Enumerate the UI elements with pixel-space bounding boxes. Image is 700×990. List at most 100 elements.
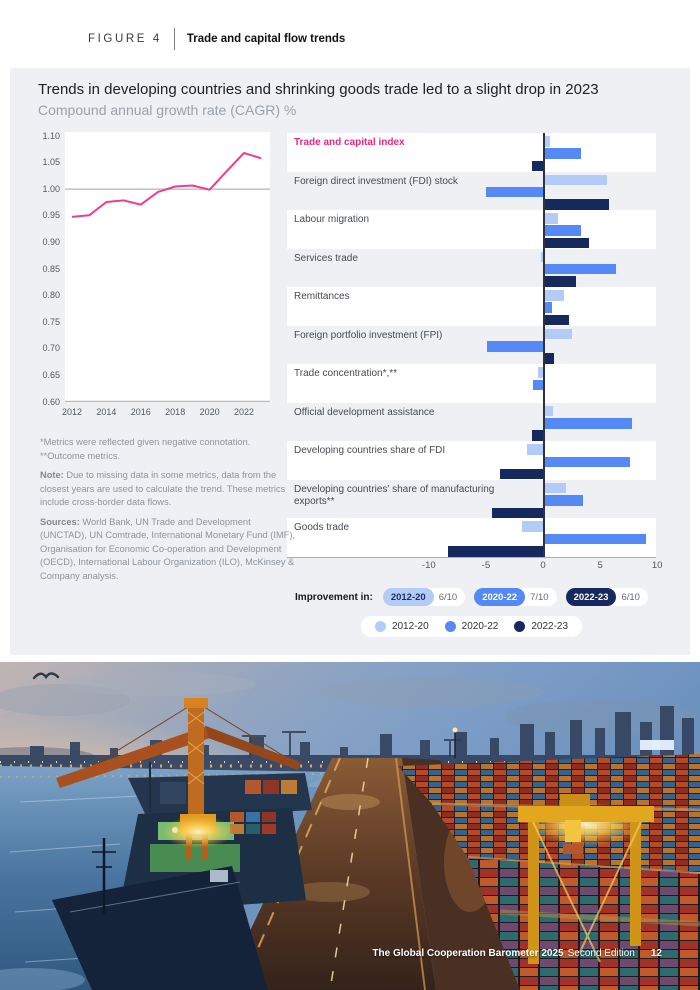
bar-category-label: Developing countries share of FDI xyxy=(294,445,446,457)
bar-category-label: Labour migration xyxy=(294,214,370,226)
score-label: 6/10 xyxy=(438,591,458,603)
port-photo-art xyxy=(0,662,700,990)
port-photo: The Global Cooperation Barometer 2025 Sec… xyxy=(0,662,700,990)
score-label: 7/10 xyxy=(530,591,549,603)
bar-2020-22 xyxy=(532,379,543,391)
x-axis-tick: 2018 xyxy=(165,407,186,417)
y-axis-tick: 0.60 xyxy=(42,396,60,407)
bar-2022-23 xyxy=(531,160,543,172)
period-pill: 2020-22 xyxy=(474,588,526,606)
bar-x-axis-tick: -10 xyxy=(421,560,436,571)
chart-title: Trends in developing countries and shrin… xyxy=(38,81,599,98)
bar-x-axis-tick: -5 xyxy=(481,560,491,571)
bar-2020-22 xyxy=(485,186,543,198)
footer-edition: Second Edition xyxy=(567,948,635,959)
bar-2012-20 xyxy=(543,328,572,340)
bar-2012-20 xyxy=(527,444,543,455)
improvement-badges: 2012-20 6/10 2020-22 7/10 2022-23 6/10 xyxy=(382,588,648,606)
figure-label: FIGURE 4 xyxy=(88,33,162,45)
y-axis-tick: 1.10 xyxy=(42,130,60,141)
bar-2020-22 xyxy=(543,148,581,159)
y-axis-tick: 0.85 xyxy=(42,263,60,274)
x-axis-tick: 2014 xyxy=(96,407,117,417)
bar-row: Trade concentration*,** xyxy=(287,364,656,403)
figure-header: FIGURE 4 Trade and capital flow trends xyxy=(88,28,345,50)
legend-item: 2020-22 xyxy=(444,621,498,632)
distant-cranes xyxy=(242,731,462,758)
footnote-sources: Sources: World Bank, UN Trade and Develo… xyxy=(40,516,296,581)
bar-2022-23 xyxy=(543,276,577,287)
bar-rows: Trade and capital index Foreign direct in… xyxy=(287,133,656,558)
footnote-reflected: *Metrics were reflected given negative c… xyxy=(40,437,251,461)
legend-row: 2012-20 2020-22 2022-23 xyxy=(287,616,656,637)
y-axis-tick: 0.65 xyxy=(42,369,60,380)
bar-2020-22 xyxy=(543,533,646,545)
legend-dot-icon xyxy=(514,621,526,632)
page-footer: The Global Cooperation Barometer 2025 Sec… xyxy=(372,948,662,959)
bar-2020-22 xyxy=(543,302,553,313)
bar-row: Official development assistance xyxy=(287,403,656,442)
gantry-crane-right xyxy=(518,794,654,964)
legend-label: 2022-23 xyxy=(531,621,569,632)
bar-2012-20 xyxy=(543,482,566,494)
bar-row: Foreign portfolio investment (FPI) xyxy=(287,326,656,365)
bar-category-label: Official development assistance xyxy=(294,406,435,418)
bar-category-label: Remittances xyxy=(294,291,350,303)
bird-silhouette xyxy=(32,672,60,680)
improvement-label: Improvement in: xyxy=(295,591,373,603)
bar-row: Services trade xyxy=(287,249,656,288)
header-divider xyxy=(173,28,175,50)
line-chart-plot xyxy=(65,132,270,403)
zero-axis-line xyxy=(543,133,545,557)
bar-2020-22 xyxy=(543,225,581,236)
bar-2012-20 xyxy=(543,213,558,224)
bar-category-label: Trade concentration*,** xyxy=(294,368,398,380)
y-axis-tick: 0.75 xyxy=(42,316,60,327)
bar-2022-23 xyxy=(531,430,543,441)
bar-axis-line xyxy=(287,556,656,558)
bar-category-label: Services trade xyxy=(294,252,358,264)
bar-2012-20 xyxy=(543,174,607,186)
bar-2022-23 xyxy=(543,314,570,326)
bar-2020-22 xyxy=(543,495,583,506)
bar-row: Developing countries' share of manufactu… xyxy=(287,480,656,519)
bar-x-axis-tick: 0 xyxy=(540,560,546,571)
y-axis-tick: 0.80 xyxy=(42,290,60,301)
cargo-ships xyxy=(52,762,312,990)
line-plot-svg xyxy=(65,152,270,403)
bar-2012-20 xyxy=(543,405,554,417)
figure-card: Trends in developing countries and shrin… xyxy=(10,68,690,655)
bar-category-label: Developing countries' share of manufactu… xyxy=(294,483,495,507)
bar-2012-20 xyxy=(543,136,550,147)
legend-label: 2012-20 xyxy=(391,621,429,632)
improvement-badge: 2020-22 7/10 xyxy=(474,588,557,606)
bar-2012-20 xyxy=(538,367,543,378)
bar-row: Goods trade xyxy=(287,518,656,558)
gantry-crane-left xyxy=(56,698,301,860)
footer-report-title: The Global Cooperation Barometer 2025 xyxy=(372,948,564,959)
legend-dot-icon xyxy=(444,621,456,632)
bar-row: Trade and capital index xyxy=(287,133,656,172)
period-pill: 2022-23 xyxy=(565,588,617,606)
improvement-badge: 2012-20 6/10 xyxy=(382,588,466,606)
footer-page-number: 12 xyxy=(650,948,662,959)
bar-2020-22 xyxy=(487,341,543,352)
y-axis-tick: 1.05 xyxy=(42,157,60,168)
bar-2020-22 xyxy=(543,263,617,275)
x-axis-tick: 2016 xyxy=(130,407,151,417)
bar-2020-22 xyxy=(543,456,630,468)
bar-2022-23 xyxy=(491,507,543,519)
y-axis-tick: 0.70 xyxy=(42,343,60,354)
bar-x-axis-tick: 5 xyxy=(597,560,603,571)
bar-row: Foreign direct investment (FDI) stock xyxy=(287,172,656,211)
legend-item: 2022-23 xyxy=(514,621,568,632)
period-pill: 2012-20 xyxy=(382,588,434,606)
quay-road xyxy=(222,758,436,990)
chart-subtitle: Compound annual growth rate (CAGR) % xyxy=(38,102,297,118)
bar-2022-23 xyxy=(543,237,589,249)
bar-x-axis-tick: 10 xyxy=(651,560,663,571)
bar-2012-20 xyxy=(522,521,543,532)
bar-category-label: Goods trade xyxy=(294,522,350,534)
figure-title: Trade and capital flow trends xyxy=(186,33,346,45)
y-axis-tick: 0.95 xyxy=(42,210,60,221)
